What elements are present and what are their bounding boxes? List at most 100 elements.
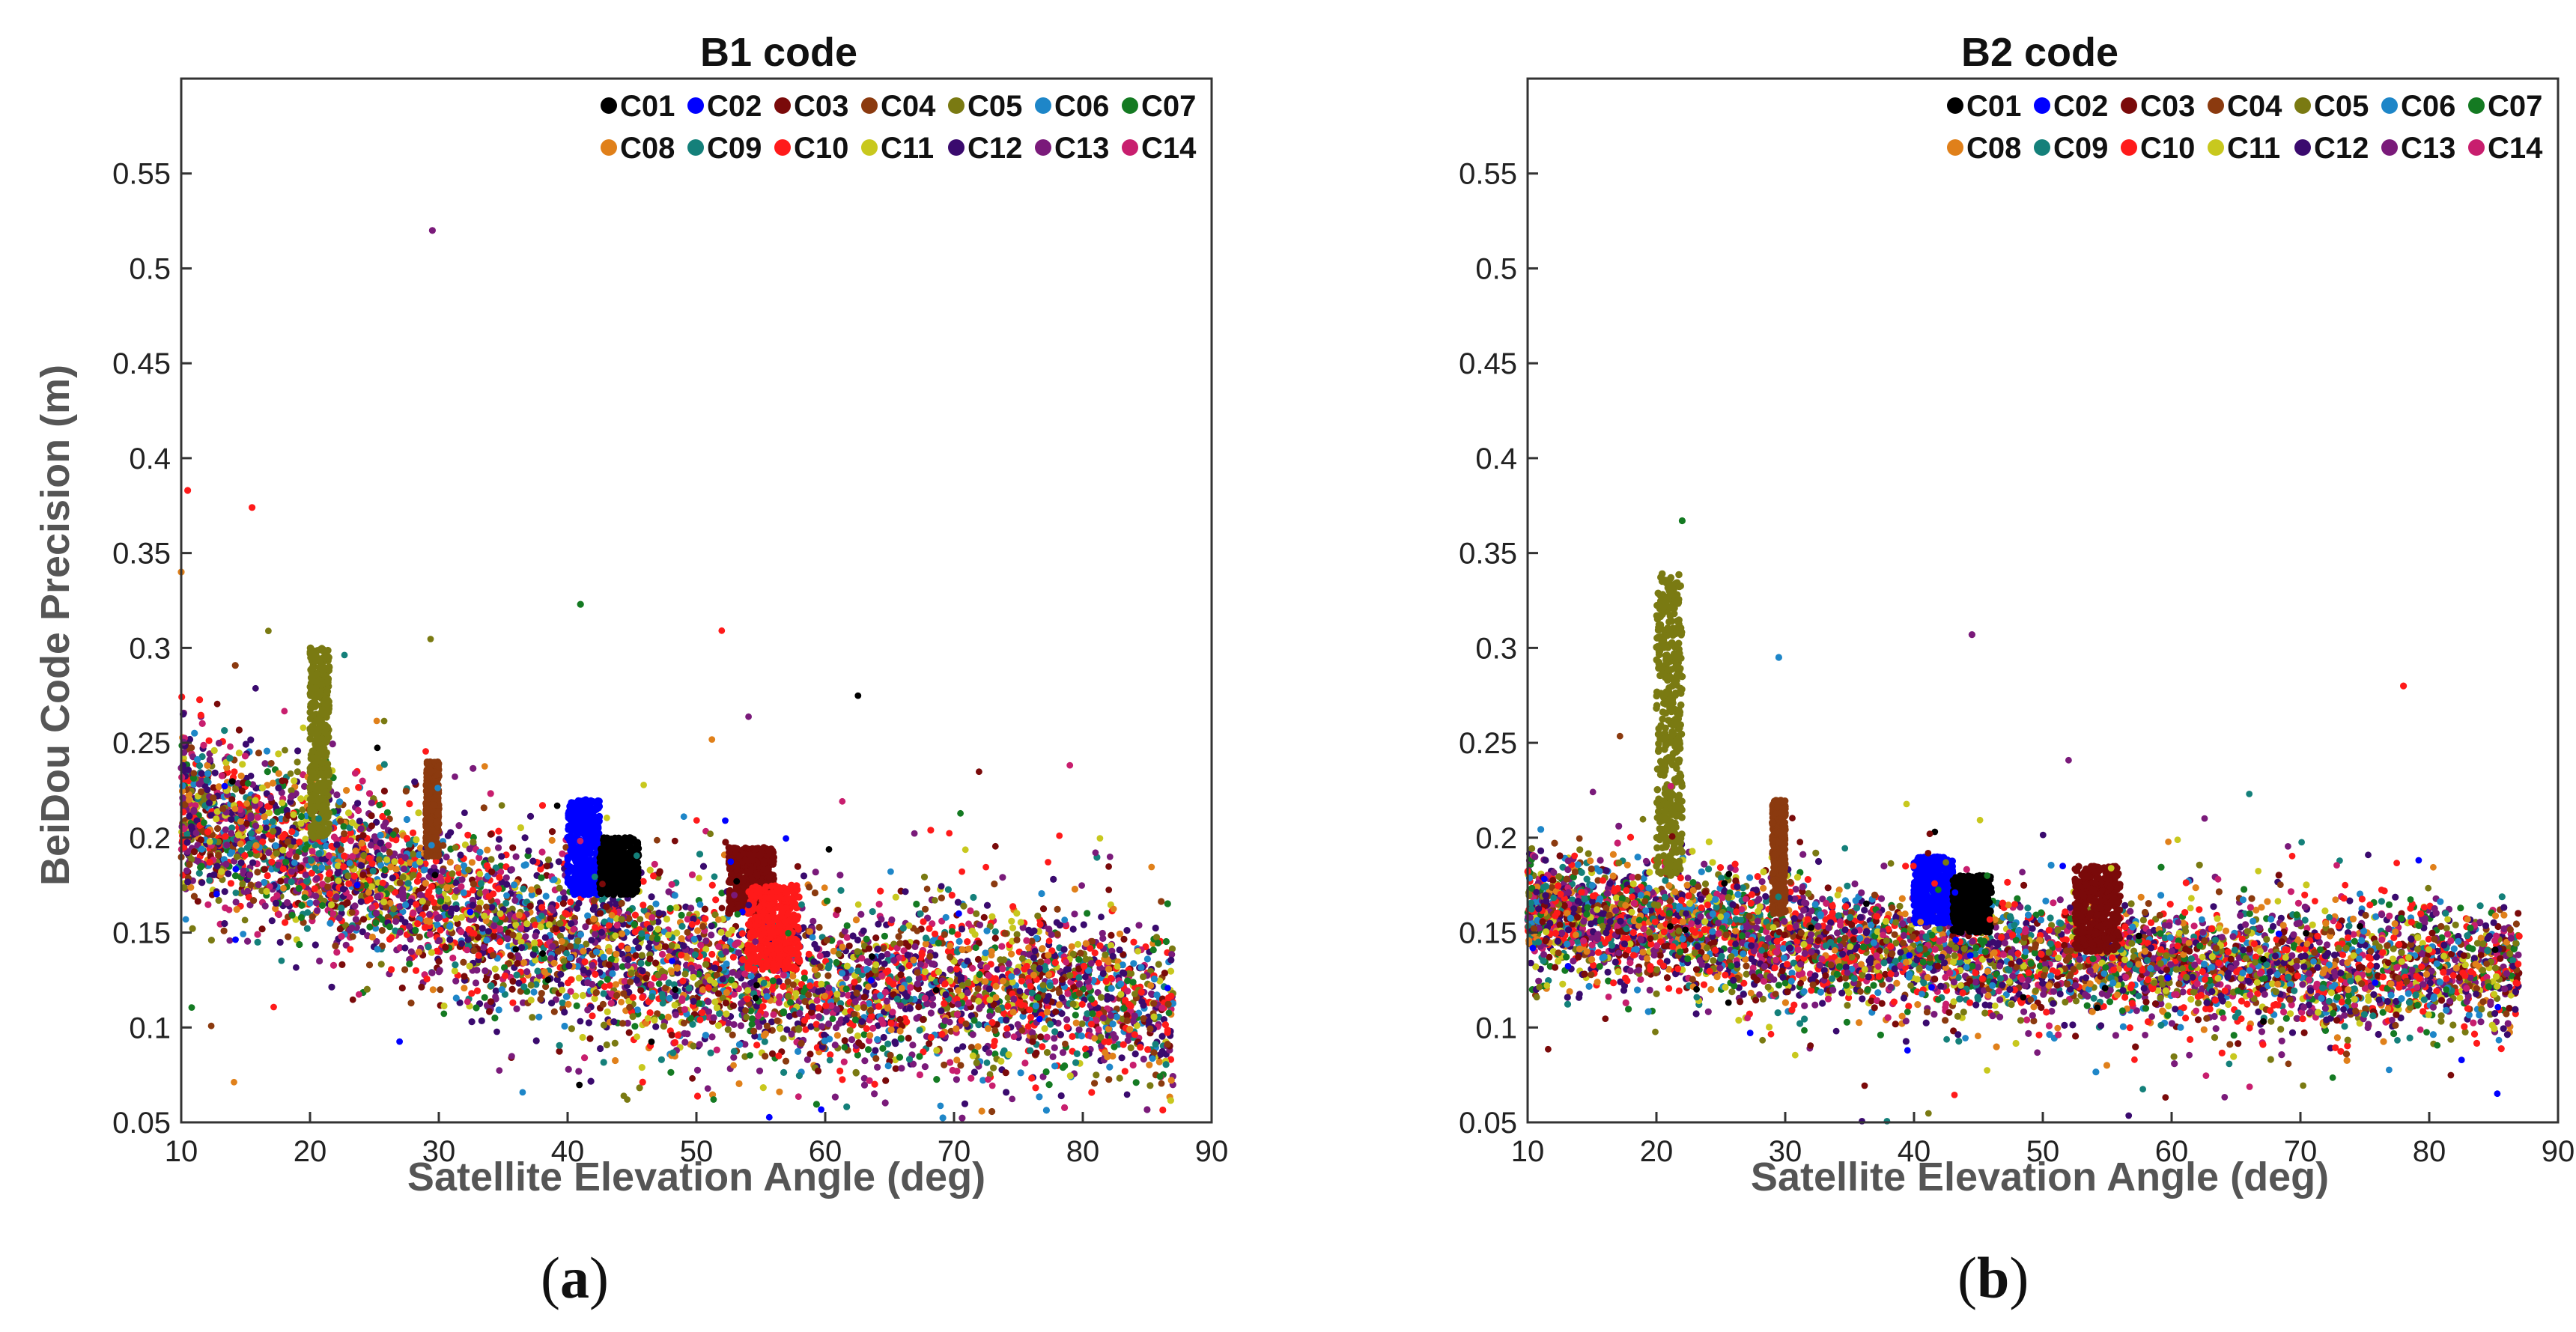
scatter-point <box>792 990 800 997</box>
scatter-point <box>854 1004 861 1012</box>
scatter-point <box>247 736 255 743</box>
scatter-point <box>221 727 228 735</box>
scatter-point <box>708 931 715 939</box>
scatter-point <box>962 1020 970 1028</box>
scatter-point <box>628 970 635 977</box>
scatter-point <box>460 889 467 896</box>
scatter-point <box>1152 1041 1159 1048</box>
scatter-point <box>581 1054 589 1062</box>
scatter-point <box>232 898 240 906</box>
scatter-point <box>514 960 521 967</box>
scatter-point <box>702 961 710 968</box>
scatter-point <box>611 1039 619 1047</box>
scatter-point <box>492 987 499 994</box>
scatter-point <box>575 1068 583 1075</box>
scatter-point <box>671 1001 678 1009</box>
scatter-point <box>877 887 884 895</box>
scatter-point <box>903 993 911 1000</box>
scatter-point <box>380 898 388 906</box>
scatter-point <box>206 756 213 764</box>
scatter-point <box>566 943 574 950</box>
scatter-point <box>538 848 546 856</box>
scatter-point <box>1009 924 1017 931</box>
scatter-point <box>927 827 935 834</box>
scatter-point <box>380 845 387 853</box>
scatter-point <box>228 830 235 837</box>
scatter-point <box>655 909 663 916</box>
scatter-point <box>823 897 831 904</box>
scatter-point <box>282 858 290 866</box>
scatter-point <box>318 901 326 909</box>
scatter-point <box>723 960 730 967</box>
scatter-point <box>1129 1061 1137 1069</box>
scatter-point <box>854 948 861 955</box>
scatter-point <box>805 950 812 958</box>
scatter-point <box>520 959 528 967</box>
scatter-point <box>1075 1026 1083 1033</box>
scatter-point <box>1057 1092 1065 1100</box>
scatter-point <box>957 973 965 982</box>
scatter-point <box>961 1100 969 1107</box>
scatter-point <box>591 995 598 1003</box>
scatter-point <box>215 739 223 747</box>
scatter-point <box>976 921 984 928</box>
scatter-point <box>882 1077 890 1084</box>
scatter-point <box>205 737 213 744</box>
scatter-point <box>970 1068 978 1076</box>
scatter-point <box>529 857 537 865</box>
scatter-point <box>890 980 897 988</box>
scatter-point <box>990 1041 997 1050</box>
scatter-point <box>179 782 186 790</box>
scatter-point <box>991 1027 999 1034</box>
scatter-point <box>452 994 460 1002</box>
scatter-point <box>377 885 385 892</box>
scatter-point <box>863 1025 870 1033</box>
scatter-point <box>1043 1033 1051 1041</box>
scatter-point <box>1061 1062 1069 1070</box>
scatter-point <box>947 1059 954 1066</box>
scatter-point <box>487 790 494 797</box>
scatter-point <box>1074 940 1082 948</box>
scatter-point <box>825 984 833 991</box>
scatter-point <box>468 1018 476 1026</box>
scatter-point <box>1152 934 1161 941</box>
scatter-point <box>333 791 341 799</box>
scatter-point <box>798 1039 805 1047</box>
scatter-point <box>543 863 551 870</box>
scatter-point <box>693 1092 702 1100</box>
scatter-point <box>879 1044 887 1052</box>
scatter-point <box>279 846 287 854</box>
scatter-point <box>639 994 646 1001</box>
scatter-point <box>491 965 499 973</box>
scatter-point <box>258 784 267 791</box>
scatter-point <box>1130 960 1137 967</box>
scatter-point <box>620 990 628 997</box>
scatter-point <box>1113 1013 1120 1021</box>
scatter-point <box>979 1077 987 1084</box>
scatter-point <box>402 901 410 909</box>
scatter-point <box>297 913 305 922</box>
scatter-point <box>646 955 654 963</box>
scatter-point <box>744 987 752 994</box>
scatter-point <box>482 976 490 984</box>
scatter-point <box>279 799 286 806</box>
scatter-point <box>881 932 888 940</box>
scatter-point <box>913 1015 920 1022</box>
scatter-point <box>275 750 282 758</box>
scatter-point <box>1039 905 1048 913</box>
scatter-point <box>416 891 425 898</box>
scatter-point <box>1047 1021 1054 1028</box>
scatter-point <box>532 932 539 940</box>
scatter-point <box>1106 1063 1114 1071</box>
scatter-point <box>587 1077 595 1085</box>
scatter-point <box>939 1114 947 1122</box>
scatter-point <box>1008 950 1015 958</box>
scatter-point <box>636 1084 643 1092</box>
scatter-point <box>577 931 585 938</box>
scatter-point <box>959 1114 966 1122</box>
scatter-point <box>401 944 409 952</box>
scatter-point <box>207 937 215 944</box>
scatter-point <box>624 945 631 952</box>
scatter-point <box>1127 1044 1134 1052</box>
scatter-point <box>759 1084 767 1092</box>
